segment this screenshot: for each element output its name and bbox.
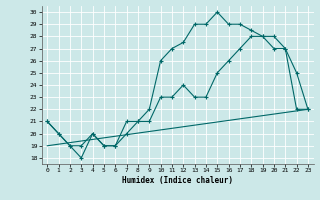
X-axis label: Humidex (Indice chaleur): Humidex (Indice chaleur)	[122, 176, 233, 185]
